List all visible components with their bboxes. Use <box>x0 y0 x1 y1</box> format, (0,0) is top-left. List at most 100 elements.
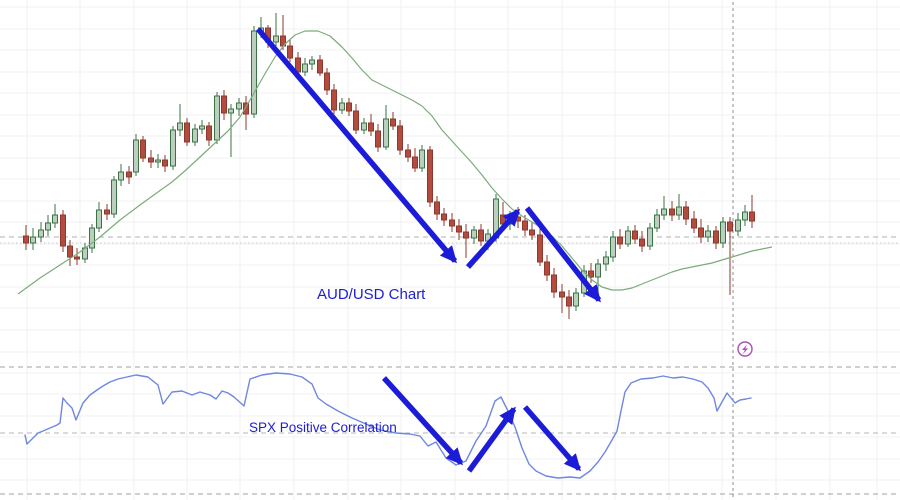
candle-body <box>456 225 462 233</box>
candle-bullish <box>610 231 616 262</box>
candle-body <box>104 209 110 215</box>
candle-body <box>192 128 198 143</box>
candle-bearish <box>104 204 110 220</box>
candle-bearish <box>140 136 146 162</box>
candle-bullish <box>302 58 308 76</box>
candle-bearish <box>287 40 293 62</box>
trend-arrow <box>381 376 464 466</box>
candle-body <box>126 171 132 178</box>
candle-body <box>720 221 726 244</box>
candle-bearish <box>456 219 462 240</box>
candle-body <box>647 227 653 247</box>
candle-bullish <box>192 124 198 146</box>
candle-body <box>691 218 697 229</box>
candle-bearish <box>375 124 381 152</box>
candle-body <box>111 179 117 215</box>
candle-body <box>317 59 323 74</box>
candle-bullish <box>309 56 315 70</box>
candle-bearish <box>368 114 374 136</box>
trend-arrow <box>524 206 602 303</box>
candle-body <box>639 238 645 247</box>
trend-arrow <box>465 208 521 269</box>
candle-bullish <box>573 288 579 311</box>
candle-body <box>206 125 212 141</box>
candle-body <box>419 149 425 169</box>
candle-body <box>713 230 719 244</box>
candle-bullish <box>647 223 653 250</box>
candle-bearish <box>412 148 418 172</box>
candle-body <box>133 139 139 173</box>
candle-body <box>683 206 689 220</box>
candle-body <box>148 157 154 163</box>
candle-bullish <box>38 222 44 242</box>
candle-body <box>573 292 579 307</box>
candle-bearish <box>551 268 557 298</box>
candle-bearish <box>162 155 168 172</box>
event-marker[interactable] <box>737 341 753 357</box>
candle-body <box>471 229 477 239</box>
candle-bearish <box>317 55 323 76</box>
candle-bullish <box>30 228 36 250</box>
candle-body <box>214 95 220 141</box>
candle-bearish <box>669 201 675 221</box>
candle-body <box>273 35 279 43</box>
spx-correlation-line <box>24 372 752 479</box>
candle-bearish <box>427 146 433 207</box>
candle-bullish <box>273 13 279 46</box>
candle-body <box>449 219 455 227</box>
candle-body <box>478 229 484 242</box>
candle-bullish <box>236 98 242 116</box>
candle-body <box>610 236 616 258</box>
candle-bearish <box>243 96 249 130</box>
candle-bullish <box>170 126 176 170</box>
candle-body <box>617 236 623 245</box>
candle-bearish <box>522 215 528 236</box>
candle-body <box>515 216 521 222</box>
candle-body <box>236 102 242 110</box>
candle-body <box>221 95 227 114</box>
candle-body <box>368 122 374 132</box>
candle-bearish <box>449 213 455 232</box>
candle-bearish <box>206 122 212 146</box>
candle-bearish <box>353 104 359 134</box>
candle-body <box>170 129 176 167</box>
indicator-line-layer <box>24 372 752 479</box>
candle-bullish <box>199 120 205 134</box>
candle-bearish <box>390 112 396 130</box>
candle-bullish <box>419 145 425 172</box>
candle-bearish <box>148 150 154 168</box>
candle-body <box>654 214 660 229</box>
moving-average-line <box>17 30 773 295</box>
candle-body <box>251 30 257 115</box>
candle-body <box>361 122 367 131</box>
candle-bearish <box>67 240 73 266</box>
candle-body <box>375 130 381 148</box>
candle-body <box>676 206 682 216</box>
candle-bullish <box>177 104 183 136</box>
candle-body <box>749 211 755 222</box>
candle-bullish <box>471 226 477 244</box>
candle-bearish <box>727 217 733 295</box>
candle-body <box>397 125 403 151</box>
candle-bullish <box>118 164 124 186</box>
candle-bearish <box>698 219 704 243</box>
candlestick-layer <box>23 13 755 319</box>
candle-bearish <box>537 228 543 266</box>
trend-arrow <box>466 406 517 473</box>
candle-bullish <box>625 226 631 247</box>
candle-body <box>742 211 748 221</box>
candle-body <box>74 256 80 260</box>
candle-body <box>537 234 543 263</box>
candle-body <box>529 229 535 236</box>
candle-bullish <box>361 118 367 134</box>
candle-bearish <box>221 90 227 120</box>
price-panel-label: AUD/USD Chart <box>317 286 426 303</box>
candle-body <box>177 122 183 131</box>
candle-body <box>162 159 168 167</box>
candle-body <box>96 209 102 229</box>
candle-bearish <box>405 144 411 162</box>
candle-bullish <box>676 194 682 220</box>
candle-bullish <box>96 202 102 232</box>
candle-bearish <box>441 208 447 226</box>
